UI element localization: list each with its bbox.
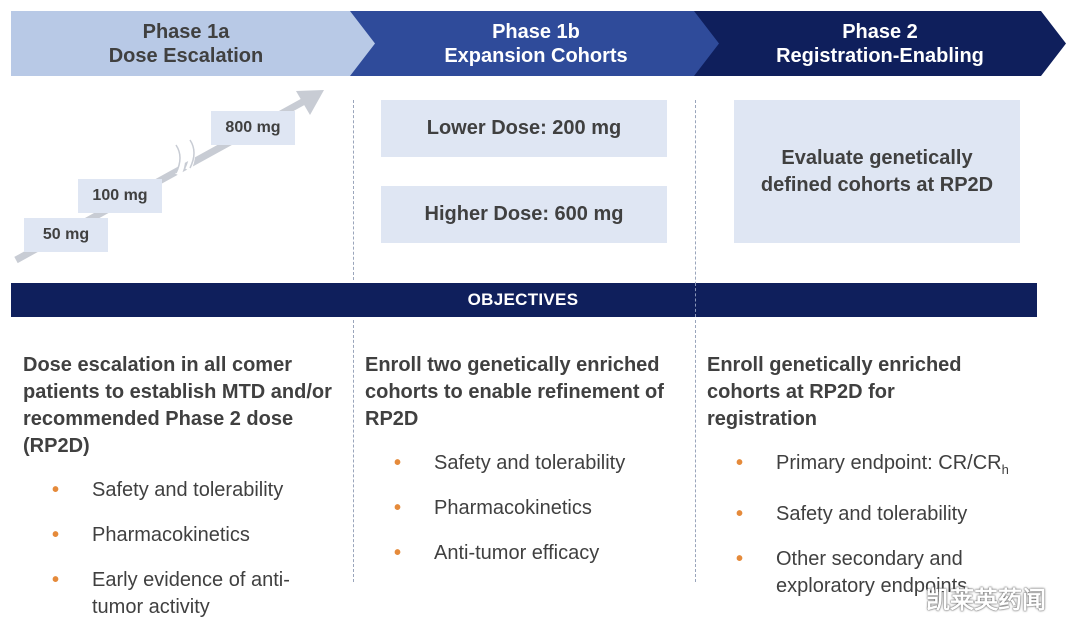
- list-item: • Other secondary and exploratory endpoin…: [736, 548, 968, 597]
- phase2-cohort-box: Evaluate genetically defined cohorts at …: [734, 100, 1020, 243]
- cr-subscript: h: [1001, 462, 1009, 477]
- col1-bullets: • Safety and tolerability • Pharmacokineti…: [52, 477, 342, 639]
- list-item: • Safety and tolerability: [394, 452, 626, 474]
- higher-dose-box: Higher Dose: 600 mg: [381, 186, 667, 243]
- divider-objectives: [695, 283, 696, 317]
- col3-bullets: • Primary endpoint: CR/CRh • Safety and to…: [736, 450, 1036, 618]
- phase-2-chevron: [694, 11, 1066, 76]
- phase-2-subtitle: Registration-Enabling: [776, 45, 984, 67]
- col2-bullets: • Safety and tolerability • Pharmacokineti…: [394, 450, 684, 585]
- divider-left-bottom: [353, 320, 354, 582]
- phase-1b-subtitle: Expansion Cohorts: [444, 45, 628, 67]
- phase-1a-title: Phase 1a: [142, 21, 230, 43]
- dose-step-50mg: 50 mg: [24, 218, 108, 252]
- phase-1a-subtitle: Dose Escalation: [108, 45, 264, 67]
- col1-heading: Dose escalation in all comer patients to…: [23, 354, 332, 457]
- list-item: • Early evidence of anti-tumor activity: [52, 569, 290, 618]
- phase-2-header: Phase 2 Registration-Enabling: [694, 11, 1066, 76]
- phase2-cohort-text: Evaluate genetically defined cohorts at …: [760, 146, 994, 196]
- list-item: • Anti-tumor efficacy: [394, 542, 600, 564]
- phase-1b-header: Phase 1b Expansion Cohorts: [350, 11, 722, 76]
- divider-left-top: [353, 100, 354, 280]
- list-item: • Primary endpoint: CR/CRh: [736, 452, 1009, 477]
- objectives-label: OBJECTIVES: [467, 290, 579, 309]
- lower-dose-box: Lower Dose: 200 mg: [381, 100, 667, 157]
- list-item: • Safety and tolerability: [52, 479, 284, 501]
- divider-right-top: [695, 100, 696, 315]
- watermark-text: 凯莱英药闻: [926, 587, 1046, 614]
- dose-step-100mg: 100 mg: [78, 179, 162, 213]
- list-item: • Safety and tolerability: [736, 503, 968, 525]
- list-item: • Pharmacokinetics: [394, 497, 592, 519]
- phase-1a-header: Phase 1a Dose Escalation: [11, 11, 381, 76]
- col2-heading: Enroll two genetically enriched cohorts …: [365, 354, 664, 430]
- phase-1a-chevron: [11, 11, 381, 76]
- divider-right-bottom: [695, 320, 696, 582]
- phase-1b-title: Phase 1b: [492, 21, 580, 43]
- dose-step-800mg: 800 mg: [211, 111, 295, 145]
- col3-heading: Enroll genetically enriched cohorts at R…: [707, 354, 962, 430]
- list-item: • Pharmacokinetics: [52, 524, 250, 546]
- phase-2-title: Phase 2: [842, 21, 918, 43]
- phase-1b-chevron: [350, 11, 722, 76]
- objectives-bar: OBJECTIVES: [11, 283, 1037, 317]
